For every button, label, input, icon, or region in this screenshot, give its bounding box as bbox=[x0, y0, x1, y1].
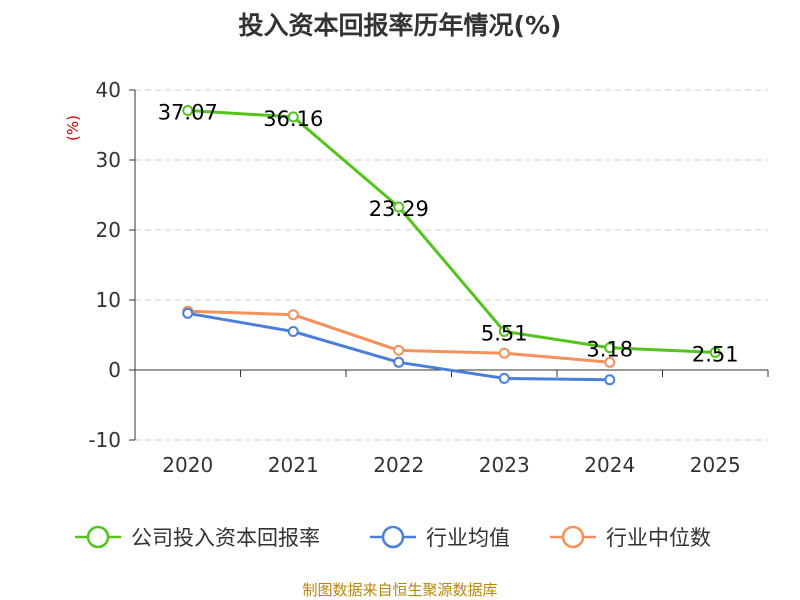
data-label: 23.29 bbox=[369, 197, 429, 221]
x-tick-label: 2021 bbox=[268, 453, 319, 477]
data-point bbox=[393, 201, 405, 213]
data-point bbox=[498, 347, 510, 359]
legend-label: 行业中位数 bbox=[606, 526, 711, 550]
series-1 bbox=[182, 105, 721, 358]
y-axis-unit: (%) bbox=[64, 115, 82, 141]
legend-item[interactable]: 行业中位数 bbox=[550, 525, 711, 550]
x-tick-label: 2025 bbox=[690, 453, 741, 477]
y-tick-label: -10 bbox=[88, 428, 121, 452]
data-point bbox=[393, 344, 405, 356]
y-tick-label: 0 bbox=[108, 358, 121, 382]
chart-title: 投入资本回报率历年情况(%) bbox=[238, 11, 562, 40]
data-point bbox=[287, 326, 299, 337]
data-point bbox=[287, 111, 299, 123]
series-line bbox=[186, 109, 717, 354]
source-note: 制图数据来自恒生聚源数据库 bbox=[302, 581, 498, 599]
data-label: 36.16 bbox=[263, 107, 323, 131]
y-tick-label: 20 bbox=[96, 218, 121, 242]
legend-item[interactable]: 行业均值 bbox=[370, 525, 510, 550]
legend-label: 公司投入资本回报率 bbox=[131, 526, 320, 550]
y-tick-label: 40 bbox=[96, 78, 121, 102]
data-label: 2.51 bbox=[692, 342, 739, 366]
data-label: 3.18 bbox=[586, 338, 633, 362]
data-point bbox=[604, 342, 616, 354]
data-point bbox=[604, 356, 616, 368]
data-point bbox=[604, 374, 616, 386]
y-axis: -10 0 10 20 30 40 (%) bbox=[64, 78, 136, 452]
data-point bbox=[498, 372, 510, 384]
legend-circle-marker bbox=[86, 525, 110, 549]
y-tick-label: 10 bbox=[96, 288, 121, 312]
x-tick-label: 2023 bbox=[479, 453, 530, 477]
legend-circle-marker bbox=[561, 525, 585, 549]
legend-circle-marker bbox=[381, 525, 405, 549]
data-label: 37.07 bbox=[158, 101, 218, 125]
series-2 bbox=[182, 307, 616, 386]
x-axis: 2020 2021 2022 2023 2024 2025 bbox=[134, 369, 769, 477]
x-tick-label: 2022 bbox=[373, 453, 424, 477]
data-point bbox=[287, 309, 299, 321]
data-point bbox=[393, 356, 405, 368]
legend: 公司投入资本回报率 行业均值 行业中位数 bbox=[75, 525, 711, 550]
legend-item[interactable]: 公司投入资本回报率 bbox=[75, 525, 320, 550]
data-point bbox=[709, 346, 721, 358]
y-tick-label: 30 bbox=[96, 148, 121, 172]
data-point bbox=[182, 307, 194, 319]
series-layer bbox=[182, 105, 721, 386]
data-point bbox=[498, 325, 510, 337]
x-tick-label: 2024 bbox=[584, 453, 635, 477]
data-point bbox=[182, 105, 194, 117]
data-label: 5.51 bbox=[481, 321, 528, 345]
x-tick-label: 2020 bbox=[162, 453, 213, 477]
grid-lines bbox=[135, 89, 768, 441]
legend-label: 行业均值 bbox=[426, 526, 510, 550]
data-labels: 37.07 36.16 23.29 5.51 3.18 2.51 bbox=[158, 101, 739, 367]
